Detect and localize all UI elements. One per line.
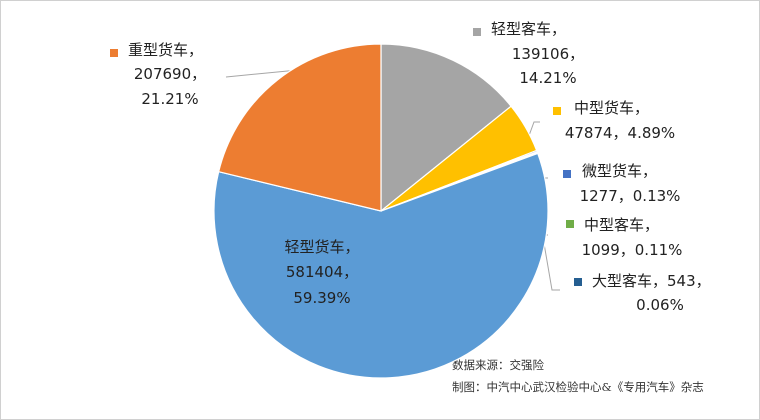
data-label: 207690，	[134, 65, 206, 83]
value-label: 207690，	[134, 65, 206, 83]
data-label: 重型货车，	[128, 41, 203, 59]
data-label: 中型货车，	[574, 99, 649, 117]
label-marker	[553, 107, 561, 115]
leader-line	[225, 69, 299, 78]
slice-name: 中型客车，	[584, 216, 659, 234]
percent-label: 0.13%	[633, 187, 681, 205]
data-label: 21.21%	[141, 90, 198, 108]
slice-name: 轻型客车，	[491, 20, 566, 38]
pie-slice	[380, 43, 512, 213]
value-label: 581404，	[286, 263, 358, 281]
data-label: 1277，0.13%	[580, 187, 681, 205]
pie-slice	[213, 152, 549, 379]
label-marker	[566, 220, 574, 228]
data-label: 0.06%	[636, 296, 684, 314]
percent-label: 0.06%	[636, 296, 684, 314]
slice-name: 微型货车，	[582, 162, 657, 180]
slice-name: 中型货车，	[574, 99, 649, 117]
value-label: 1099，	[582, 241, 635, 259]
value-label: 139106，	[512, 45, 584, 63]
value-label: 1277，	[580, 187, 633, 205]
source-note: 数据来源：交强险	[452, 358, 544, 372]
label-marker	[563, 170, 571, 178]
slice-name: 大型客车，	[592, 272, 667, 290]
slice-name: 重型货车，	[128, 41, 203, 59]
data-label: 47874，4.89%	[565, 124, 675, 142]
label-marker	[473, 28, 481, 36]
label-marker	[110, 49, 118, 57]
data-label: 中型客车，	[584, 216, 659, 234]
slice-name: 轻型货车，	[284, 238, 359, 256]
value-label: 543，	[667, 272, 711, 290]
data-label: 微型货车，	[582, 162, 657, 180]
data-label: 1099，0.11%	[582, 241, 683, 259]
percent-label: 21.21%	[141, 90, 198, 108]
data-label: 581404，	[286, 263, 358, 281]
value-label: 47874，	[565, 124, 628, 142]
credit-note: 制图：中汽中心武汉检验中心&《专用汽车》杂志	[452, 380, 704, 394]
data-label: 大型客车，543，	[592, 272, 711, 290]
percent-label: 0.11%	[635, 241, 683, 259]
percent-label: 14.21%	[519, 69, 576, 87]
data-label: 轻型客车，	[491, 20, 566, 38]
percent-label: 59.39%	[293, 289, 350, 307]
data-label: 14.21%	[519, 69, 576, 87]
data-label: 轻型货车，	[284, 238, 359, 256]
data-label: 139106，	[512, 45, 584, 63]
label-marker	[574, 278, 582, 286]
percent-label: 4.89%	[628, 124, 676, 142]
data-label: 59.39%	[293, 289, 350, 307]
pie-slice	[217, 43, 382, 212]
